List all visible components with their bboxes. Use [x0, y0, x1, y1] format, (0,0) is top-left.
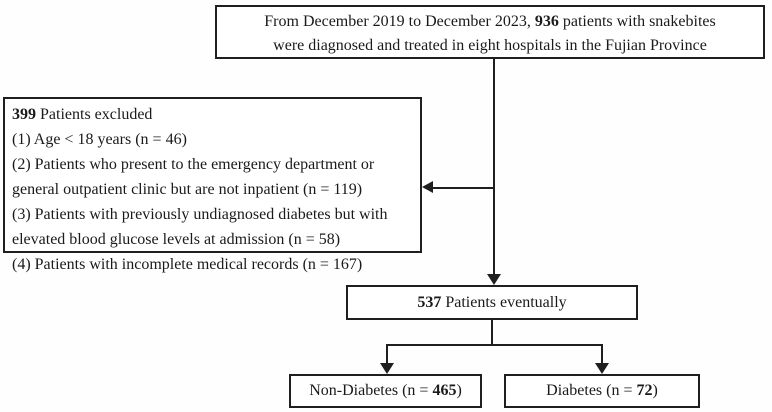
- branch-stub-line: [491, 320, 493, 345]
- arrowhead-down-nondiabetes-icon: [380, 363, 394, 374]
- diabetes-text-pre: Diabetes (n =: [546, 382, 637, 399]
- exclusion-title: 399 Patients excluded: [12, 102, 415, 127]
- enrollment-text-post: patients with snakebites: [558, 13, 716, 30]
- arrowhead-down-diabetes-icon: [595, 363, 609, 374]
- enrollment-box: From December 2019 to December 2023, 936…: [215, 5, 765, 59]
- non-diabetes-text-pre: Non-Diabetes (n =: [309, 382, 433, 399]
- exclusion-item-4: (4) Patients with incomplete medical rec…: [12, 256, 363, 273]
- eventually-text: Patients eventually: [441, 294, 567, 311]
- enrollment-line-1: From December 2019 to December 2023, 936…: [217, 10, 763, 34]
- branch-left-line: [386, 344, 388, 365]
- non-diabetes-box: Non-Diabetes (n = 465): [289, 374, 482, 408]
- branch-horizontal-line: [386, 344, 603, 346]
- connector-top-to-eventually-line: [493, 59, 495, 275]
- exclusion-item-1: (1) Age < 18 years (n = 46): [12, 131, 187, 148]
- enrollment-line-2: were diagnosed and treated in eight hosp…: [273, 37, 707, 54]
- non-diabetes-text-post: ): [456, 382, 462, 399]
- diabetes-box: Diabetes (n = 72): [504, 374, 700, 408]
- diabetes-text-post: ): [652, 382, 658, 399]
- eventually-box: 537 Patients eventually: [346, 285, 638, 320]
- exclusion-box: 399 Patients excluded (1) Age < 18 years…: [3, 97, 422, 273]
- diabetes-count: 72: [636, 382, 653, 399]
- exclusion-item-2: (2) Patients who present to the emergenc…: [12, 156, 375, 198]
- arrowhead-down-eventually-icon: [487, 274, 501, 285]
- exclusion-item-3: (3) Patients with previously undiagnosed…: [12, 206, 388, 248]
- enrollment-text-pre: From December 2019 to December 2023,: [264, 13, 535, 30]
- arrowhead-left-exclusion-icon: [422, 181, 433, 193]
- connector-to-exclusion-line: [433, 187, 495, 189]
- exclusion-title-text: Patients excluded: [36, 106, 153, 123]
- enrollment-count: 936: [534, 13, 559, 30]
- non-diabetes-count: 465: [432, 382, 457, 399]
- exclusion-count: 399: [12, 106, 36, 123]
- eventually-count: 537: [417, 294, 442, 311]
- branch-right-line: [601, 344, 603, 365]
